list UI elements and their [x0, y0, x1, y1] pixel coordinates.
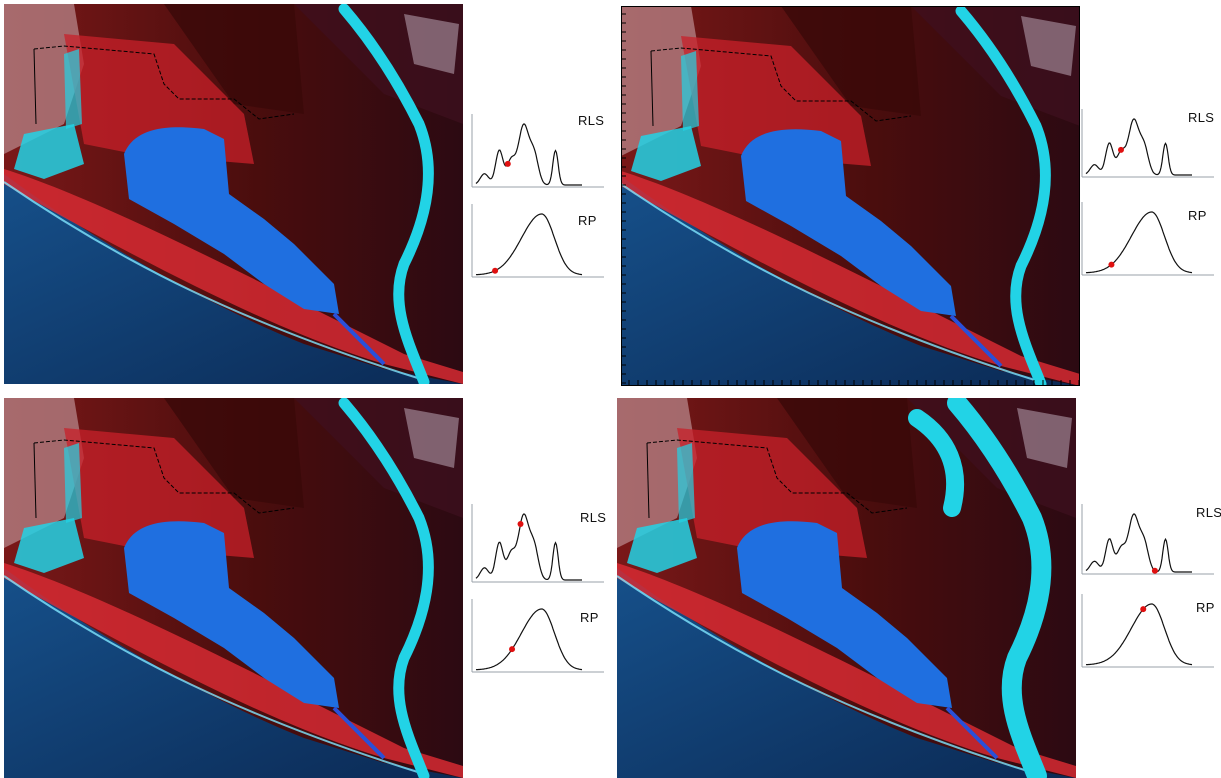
river [947, 398, 1052, 778]
density-curve [475, 608, 583, 671]
density-curve [475, 513, 582, 581]
rp-curve-top-left [471, 204, 604, 278]
ocean-area [4, 174, 463, 384]
rls-curve-bottom-right [1081, 504, 1214, 575]
rls-curve-bottom-left [471, 504, 604, 583]
current-threshold-marker [1140, 606, 1147, 613]
current-threshold-marker [1117, 146, 1124, 153]
current-threshold-marker [492, 267, 499, 274]
satellite-map-top-right [621, 6, 1080, 386]
river [338, 4, 434, 384]
rls-label-top-left: RLS [578, 113, 605, 128]
current-threshold-marker [1151, 567, 1158, 574]
flood-lagoon [124, 127, 339, 314]
rls-curve-top-right [1081, 109, 1214, 178]
rp-curve-top-right [1081, 202, 1214, 276]
rls-label-bottom-left: RLS [580, 510, 607, 525]
rls-curve-top-left [471, 114, 604, 188]
rp-curve-bottom-left [471, 599, 604, 673]
current-threshold-marker [504, 160, 511, 167]
rls-label-top-right: RLS [1188, 110, 1215, 125]
density-curve [1085, 211, 1193, 274]
flood-lagoon [124, 521, 339, 708]
density-curve [475, 123, 582, 186]
density-curve [1085, 513, 1192, 573]
rp-label-bottom-left: RP [580, 610, 599, 625]
ocean-area [4, 568, 463, 778]
rp-label-top-right: RP [1188, 208, 1207, 223]
ocean-area [617, 568, 1076, 778]
flood-lagoon [741, 129, 956, 316]
density-curve [1085, 603, 1193, 666]
river [955, 6, 1051, 386]
ocean-area [621, 176, 1080, 386]
river [338, 398, 434, 778]
current-threshold-marker [509, 646, 516, 653]
rp-curve-bottom-right [1081, 594, 1214, 668]
density-curve [1085, 118, 1192, 176]
satellite-map-top-left [4, 4, 463, 384]
density-curve [475, 213, 583, 276]
current-threshold-marker [517, 521, 524, 528]
satellite-map-bottom-left [4, 398, 463, 778]
rls-label-bottom-right: RLS [1196, 505, 1221, 520]
current-threshold-marker [1108, 261, 1115, 268]
flood-lagoon [737, 521, 952, 708]
satellite-map-bottom-right [617, 398, 1076, 778]
rp-label-top-left: RP [578, 213, 597, 228]
rp-label-bottom-right: RP [1196, 600, 1215, 615]
